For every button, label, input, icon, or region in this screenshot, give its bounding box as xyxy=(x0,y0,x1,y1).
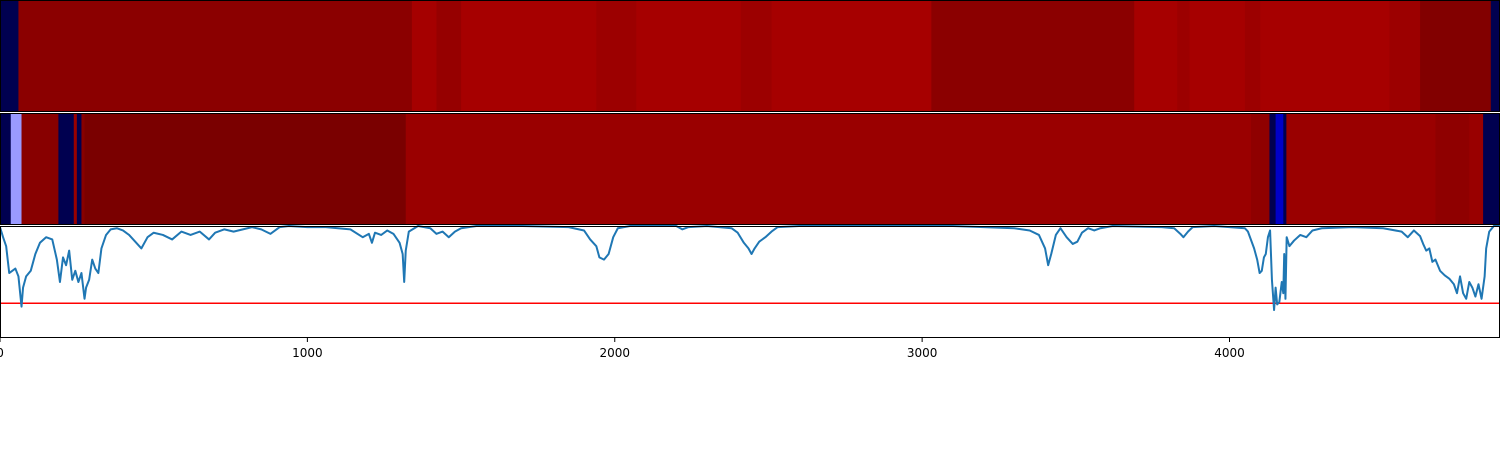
heatmap-cell xyxy=(1244,0,1261,112)
heatmap-cell xyxy=(1286,113,1436,225)
heatmap-cell xyxy=(1177,0,1191,112)
heatmap-cell xyxy=(1189,0,1246,112)
heatmap-cell xyxy=(1483,113,1500,225)
heatmap-cell xyxy=(461,0,597,112)
heatmap-cell xyxy=(1260,0,1390,112)
heatmap-cell xyxy=(81,113,86,225)
heatmap-cell xyxy=(771,0,932,112)
heatmap-cell xyxy=(636,0,742,112)
heatmap-cell xyxy=(1283,113,1287,225)
heatmap-cell xyxy=(18,0,413,112)
heatmap-cell xyxy=(411,0,437,112)
heatmap-cell xyxy=(931,0,1135,112)
heatmap-cell xyxy=(1490,0,1500,112)
heatmap-cell xyxy=(76,113,82,225)
heatmap-panel-middle xyxy=(0,113,1500,225)
heatmap-cell xyxy=(10,113,23,225)
heatmap-cell xyxy=(73,113,78,225)
heatmap-cell xyxy=(1435,113,1470,225)
panel-frame xyxy=(0,226,1500,338)
line-panel xyxy=(0,225,1500,338)
x-tick-label: 3000 xyxy=(907,346,938,360)
series-line xyxy=(0,225,1500,311)
heatmap-cell xyxy=(1420,0,1492,112)
x-tick-label: 4000 xyxy=(1214,346,1245,360)
heatmap-cell xyxy=(0,113,12,225)
x-tick-label: 2000 xyxy=(599,346,630,360)
x-tick-label: 1000 xyxy=(292,346,323,360)
heatmap-cell xyxy=(596,0,637,112)
x-axis: 0 1000 2000 3000 4000 xyxy=(0,338,1245,360)
heatmap-cell xyxy=(436,0,462,112)
heatmap-cell xyxy=(0,0,19,112)
heatmap-cell xyxy=(1469,113,1484,225)
heatmap-cell xyxy=(1251,113,1270,225)
heatmap-cell xyxy=(1389,0,1421,112)
heatmap-cell xyxy=(1269,113,1277,225)
heatmap-cell xyxy=(1275,113,1284,225)
heatmap-cell xyxy=(84,113,407,225)
heatmap-cell xyxy=(740,0,773,112)
x-tick-label: 0 xyxy=(0,346,4,360)
heatmap-cell xyxy=(21,113,59,225)
heatmap-panel-top xyxy=(0,0,1500,112)
heatmap-cell xyxy=(58,113,75,225)
heatmap-cell xyxy=(405,113,1252,225)
heatmap-cell xyxy=(1134,0,1178,112)
